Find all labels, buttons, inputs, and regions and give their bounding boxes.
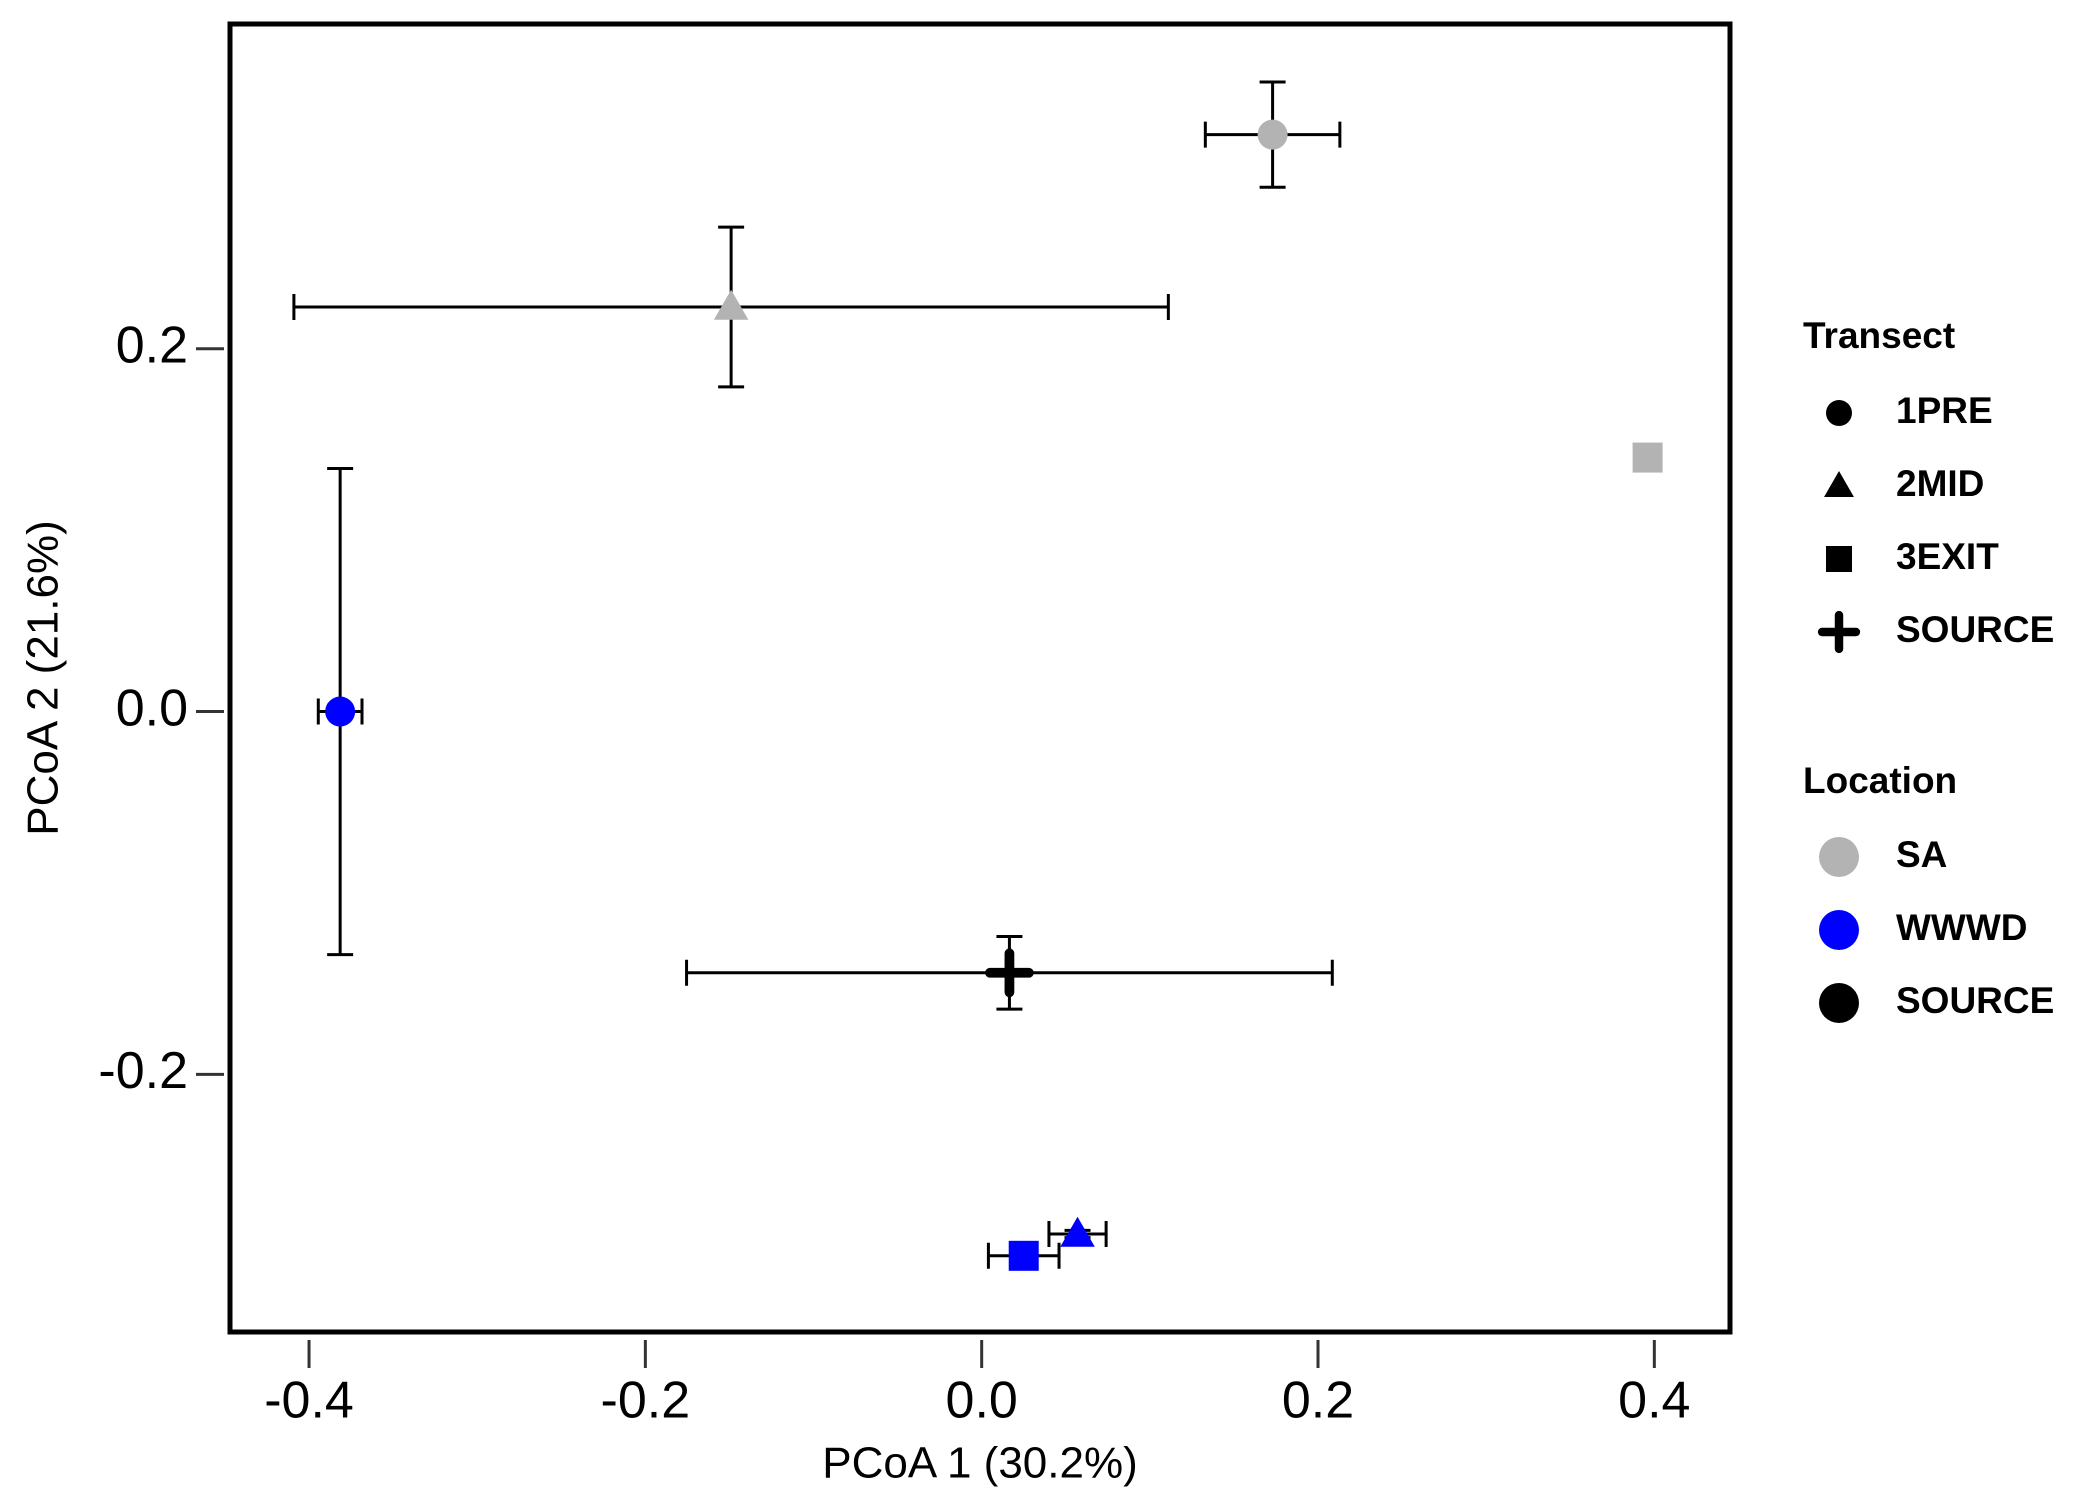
x-axis-title: PCoA 1 (30.2%) — [822, 1439, 1138, 1488]
marker — [1257, 119, 1288, 150]
plot-frame — [227, 21, 1733, 1335]
x-tick-label: 0.4 — [1618, 1372, 1690, 1430]
legend-symbol — [1826, 546, 1852, 572]
marker — [1632, 442, 1663, 473]
legend-label: SOURCE — [1896, 609, 2054, 650]
marker — [985, 948, 1034, 998]
legend-symbol — [1824, 471, 1854, 498]
legend-label: 3EXIT — [1896, 536, 1999, 577]
legend-label: SA — [1896, 834, 1947, 875]
marker — [1008, 1240, 1039, 1271]
legend-symbol — [1826, 400, 1852, 426]
y-tick-label: -0.2 — [98, 1042, 188, 1100]
x-tick-label: 0.0 — [946, 1372, 1018, 1430]
marker — [1060, 1216, 1095, 1247]
legend-title: Transect — [1803, 315, 1955, 356]
marker — [325, 696, 356, 727]
legend-label: 1PRE — [1896, 390, 1993, 431]
x-tick-label: -0.2 — [601, 1372, 691, 1430]
legend-label: 2MID — [1896, 463, 1984, 504]
legend-label: SOURCE — [1896, 980, 2054, 1021]
x-tick-label: -0.4 — [264, 1372, 354, 1430]
legend-symbol — [1819, 837, 1859, 877]
x-tick-label: 0.2 — [1282, 1372, 1354, 1430]
y-tick-label: 0.2 — [116, 316, 188, 374]
y-tick-label: 0.0 — [116, 679, 188, 737]
legend-label: WWWD — [1896, 907, 2028, 948]
legend-symbol — [1819, 910, 1859, 950]
y-axis-title: PCoA 2 (21.6%) — [19, 520, 68, 836]
legend-symbol — [1817, 610, 1861, 654]
marker — [713, 289, 749, 320]
legend-symbol — [1819, 983, 1859, 1023]
legend-title: Location — [1803, 760, 1957, 801]
